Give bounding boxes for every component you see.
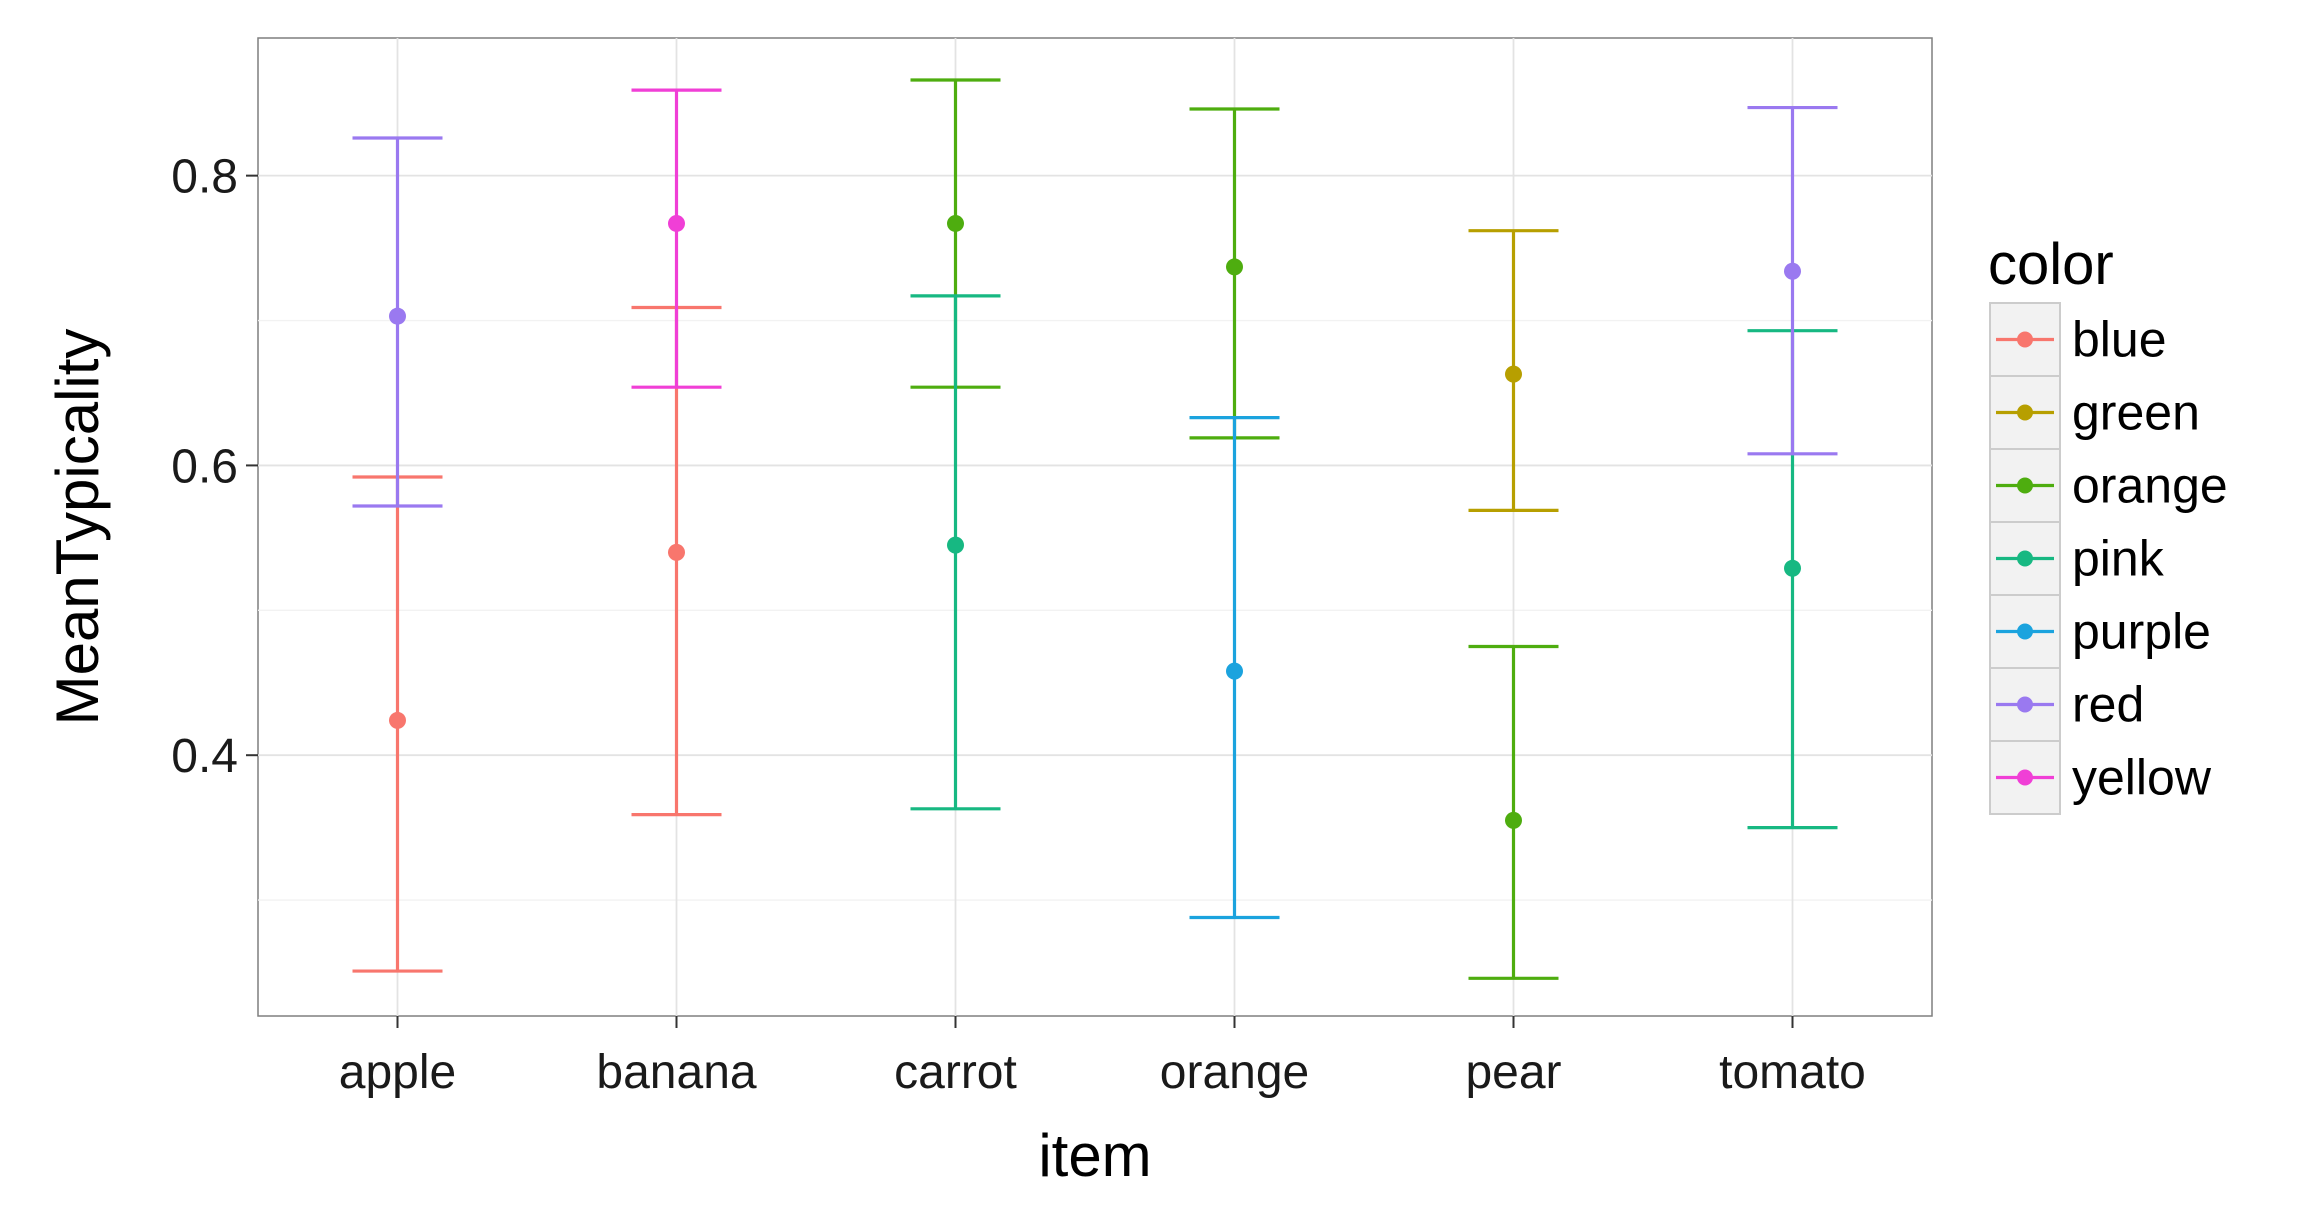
legend-key-point (2017, 331, 2033, 348)
data-point (1505, 811, 1522, 829)
x-tick-label: apple (339, 1046, 456, 1099)
x-tick-label: pear (1465, 1046, 1561, 1099)
y-axis-title: MeanTypicality (44, 329, 111, 726)
legend-label: orange (2072, 458, 2228, 514)
data-point (1226, 662, 1243, 680)
data-point (1784, 262, 1801, 280)
legend-label: purple (2072, 604, 2211, 660)
legend: color blue green orange pink purple red yellow (1988, 232, 2228, 815)
legend-label: red (2072, 677, 2144, 733)
x-tick-label: banana (596, 1046, 756, 1099)
legend-key-point (2017, 477, 2033, 494)
y-tick-label: 0.4 (171, 730, 238, 783)
series-orange (910, 78, 1559, 980)
legend-key-point (2017, 623, 2033, 640)
x-axis-title: item (1038, 1122, 1151, 1189)
series-purple (1189, 416, 1280, 920)
x-tick-label: carrot (894, 1046, 1017, 1099)
series-green (1468, 229, 1559, 512)
x-tick-label: tomato (1719, 1046, 1866, 1099)
series-yellow (631, 88, 722, 389)
data-point (389, 307, 406, 325)
legend-label: yellow (2072, 750, 2212, 806)
data-point (668, 543, 685, 561)
data-point (1784, 559, 1801, 577)
legend-key-point (2017, 550, 2033, 567)
legend-label: blue (2072, 312, 2167, 368)
data-point (1226, 258, 1243, 276)
data-point (947, 536, 964, 554)
plot-panel (257, 37, 1933, 1017)
axis-layer: 0.4 0.6 0.8 apple banana carrot orange pear toma… (171, 151, 1866, 1099)
data-point (389, 711, 406, 729)
data-point (947, 214, 964, 232)
data-point (668, 214, 685, 232)
x-tick-label: orange (1160, 1046, 1309, 1099)
legend-title: color (1988, 232, 2114, 297)
legend-key-point (2017, 404, 2033, 421)
legend-label: green (2072, 385, 2200, 441)
legend-key-point (2017, 769, 2033, 786)
legend-key-point (2017, 696, 2033, 713)
series-red (352, 105, 1838, 508)
y-tick-label: 0.8 (171, 151, 238, 204)
series-layer (352, 78, 1838, 980)
y-tick-label: 0.6 (171, 440, 238, 493)
legend-label: pink (2072, 531, 2165, 587)
data-point (1505, 365, 1522, 383)
